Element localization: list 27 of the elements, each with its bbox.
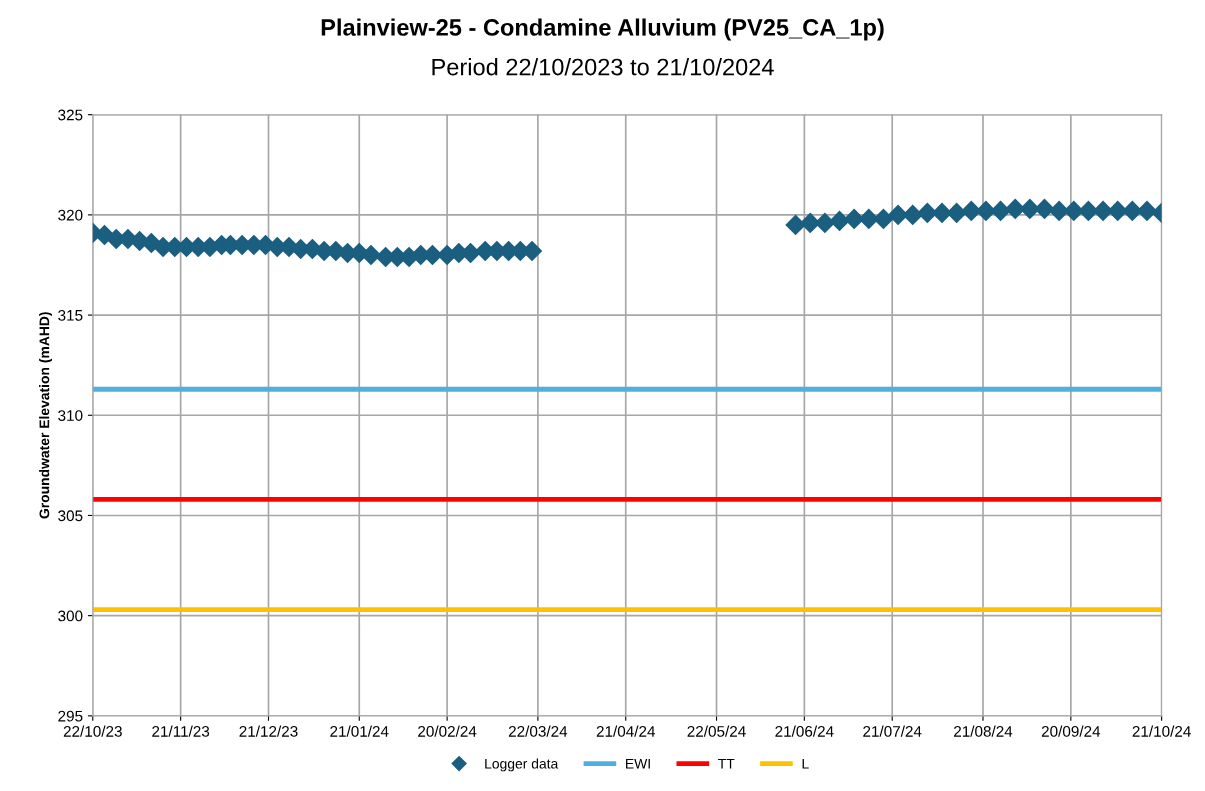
x-tick-label: 20/02/24 bbox=[418, 725, 477, 737]
x-tick-label: 21/10/24 bbox=[1132, 725, 1191, 737]
y-tick-label: 300 bbox=[58, 610, 83, 622]
legend-label: EWI bbox=[626, 758, 650, 769]
x-tick-label: 22/05/24 bbox=[687, 725, 746, 737]
y-tick-label: 315 bbox=[58, 309, 83, 321]
x-tick-label: 20/09/24 bbox=[1041, 725, 1101, 737]
y-tick-label: 305 bbox=[58, 510, 83, 522]
x-tick-label: 22/03/24 bbox=[508, 725, 568, 737]
x-tick-label: 21/07/24 bbox=[863, 725, 922, 737]
x-tick-label: 21/08/24 bbox=[954, 725, 1013, 737]
x-tick-label: 21/12/23 bbox=[239, 725, 298, 737]
chart-subtitle: Period 22/10/2023 to 21/10/2024 bbox=[432, 58, 774, 76]
y-tick-label: 325 bbox=[58, 109, 83, 121]
legend-label: L bbox=[802, 758, 809, 769]
y-tick-label: 295 bbox=[58, 710, 83, 722]
y-tick-label: 310 bbox=[58, 410, 83, 421]
x-tick-label: 21/06/24 bbox=[775, 725, 834, 737]
x-tick-label: 21/04/24 bbox=[596, 725, 656, 737]
x-tick-label: 21/01/24 bbox=[330, 725, 389, 737]
y-axis-title: Groundwater Elevation (mAHD) bbox=[39, 312, 53, 519]
legend-label: Logger data bbox=[485, 758, 559, 772]
legend-label: TT bbox=[718, 758, 735, 769]
chart-title: Plainview-25 - Condamine Alluvium (PV25_CA_1p) bbox=[321, 18, 884, 41]
x-tick-label: 21/11/23 bbox=[152, 725, 210, 737]
y-tick-label: 320 bbox=[58, 209, 83, 221]
x-tick-label: 22/10/23 bbox=[63, 725, 122, 737]
